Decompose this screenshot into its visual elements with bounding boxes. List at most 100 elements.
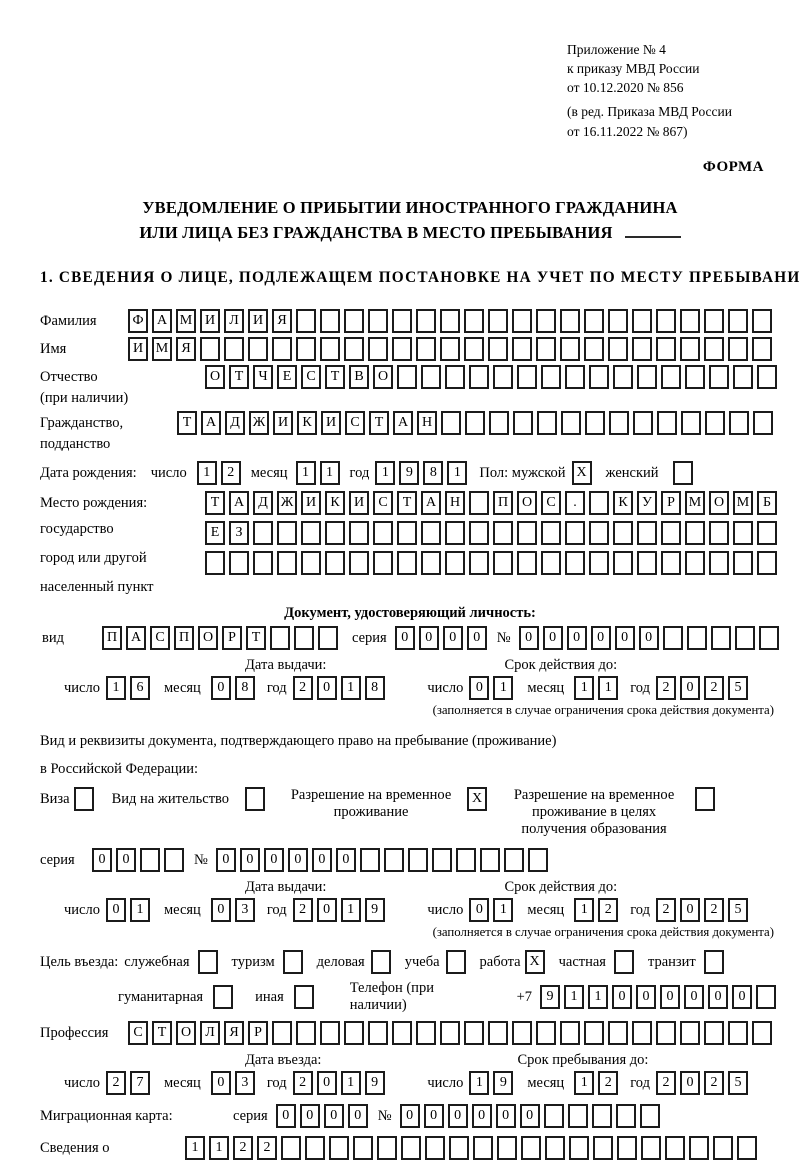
char-cell[interactable] [397, 365, 417, 390]
char-cell[interactable]: Ж [249, 411, 269, 436]
char-cell[interactable]: 0 [519, 1104, 540, 1129]
char-cell[interactable] [464, 309, 484, 334]
char-cell[interactable] [709, 521, 729, 546]
char-cell[interactable]: 0 [92, 848, 112, 873]
char-cell[interactable]: 1 [375, 461, 396, 486]
char-cell[interactable]: 0 [239, 848, 260, 873]
char-cell[interactable] [253, 521, 273, 546]
char-cell[interactable]: Д [253, 491, 273, 516]
char-cell[interactable] [561, 411, 581, 436]
char-cell[interactable] [656, 309, 676, 334]
char-cell[interactable]: А [229, 491, 249, 516]
char-cell[interactable]: 1 [493, 676, 514, 701]
char-cell[interactable] [565, 521, 585, 546]
char-cell[interactable]: Н [417, 411, 437, 436]
char-cell[interactable]: 0 [275, 1104, 296, 1129]
char-cell[interactable]: Я [176, 337, 196, 362]
char-cell[interactable]: С [541, 491, 561, 516]
char-cell[interactable]: М [176, 309, 196, 334]
char-cell[interactable] [421, 551, 441, 576]
char-cell[interactable] [517, 521, 537, 546]
char-cell[interactable] [517, 365, 537, 390]
char-cell[interactable] [728, 309, 748, 334]
char-cell[interactable]: 1 [340, 898, 361, 923]
char-cell[interactable]: С [345, 411, 365, 436]
char-cell[interactable] [73, 787, 94, 812]
char-cell[interactable] [320, 337, 340, 362]
char-cell[interactable]: А [421, 491, 441, 516]
char-cell[interactable]: 0 [399, 1104, 420, 1129]
char-cell[interactable] [584, 1021, 604, 1046]
char-cell[interactable] [657, 411, 677, 436]
char-cell[interactable]: X [524, 950, 545, 975]
char-cell[interactable]: 2 [656, 898, 676, 923]
char-cell[interactable]: 0 [105, 898, 126, 923]
char-cell[interactable] [752, 1021, 772, 1046]
char-cell[interactable] [281, 1136, 301, 1161]
char-cell[interactable] [703, 950, 724, 975]
char-cell[interactable] [752, 337, 772, 362]
char-cell[interactable]: 0 [680, 676, 700, 701]
char-cell[interactable]: 9 [493, 1071, 514, 1096]
char-cell[interactable] [633, 411, 653, 436]
char-cell[interactable] [613, 950, 634, 975]
char-cell[interactable]: 8 [364, 676, 385, 701]
char-cell[interactable] [661, 521, 681, 546]
char-cell[interactable]: 0 [447, 1104, 468, 1129]
char-cell[interactable] [661, 551, 681, 576]
char-cell[interactable]: 1 [295, 461, 316, 486]
char-cell[interactable]: 0 [518, 626, 539, 651]
char-cell[interactable]: 0 [423, 1104, 444, 1129]
char-cell[interactable]: 2 [233, 1136, 253, 1161]
char-cell[interactable] [512, 1021, 532, 1046]
char-cell[interactable] [560, 337, 580, 362]
char-cell[interactable] [479, 848, 500, 873]
char-cell[interactable] [567, 1104, 588, 1129]
char-cell[interactable]: 1 [598, 676, 619, 701]
char-cell[interactable] [272, 337, 292, 362]
char-cell[interactable]: И [200, 309, 220, 334]
char-cell[interactable] [710, 626, 731, 651]
char-cell[interactable] [589, 491, 609, 516]
char-cell[interactable] [497, 1136, 517, 1161]
char-cell[interactable]: О [709, 491, 729, 516]
char-cell[interactable]: 1 [574, 1071, 595, 1096]
char-cell[interactable] [464, 337, 484, 362]
char-cell[interactable]: 0 [323, 1104, 344, 1129]
char-cell[interactable]: У [637, 491, 657, 516]
char-cell[interactable]: 7 [129, 1071, 150, 1096]
char-cell[interactable]: X [467, 787, 488, 812]
char-cell[interactable] [686, 626, 707, 651]
char-cell[interactable] [493, 551, 513, 576]
char-cell[interactable]: Т [229, 365, 249, 390]
char-cell[interactable]: 0 [287, 848, 308, 873]
char-cell[interactable] [632, 337, 652, 362]
char-cell[interactable]: 0 [612, 985, 632, 1010]
char-cell[interactable]: Ч [253, 365, 273, 390]
char-cell[interactable]: И [349, 491, 369, 516]
char-cell[interactable] [756, 985, 776, 1010]
char-cell[interactable]: 1 [340, 1071, 361, 1096]
char-cell[interactable] [296, 337, 316, 362]
char-cell[interactable]: К [297, 411, 317, 436]
char-cell[interactable] [373, 521, 393, 546]
char-cell[interactable]: 0 [590, 626, 611, 651]
char-cell[interactable] [584, 309, 604, 334]
char-cell[interactable] [272, 1021, 292, 1046]
char-cell[interactable]: 8 [234, 676, 255, 701]
char-cell[interactable]: 2 [292, 1071, 313, 1096]
char-cell[interactable] [560, 309, 580, 334]
char-cell[interactable]: 0 [311, 848, 332, 873]
char-cell[interactable] [488, 337, 508, 362]
char-cell[interactable] [469, 521, 489, 546]
char-cell[interactable] [637, 551, 657, 576]
char-cell[interactable]: Р [222, 626, 242, 651]
char-cell[interactable]: И [248, 309, 268, 334]
char-cell[interactable] [248, 337, 268, 362]
char-cell[interactable]: 9 [364, 1071, 385, 1096]
char-cell[interactable] [377, 1136, 397, 1161]
char-cell[interactable] [536, 1021, 556, 1046]
char-cell[interactable] [513, 411, 533, 436]
char-cell[interactable]: 0 [708, 985, 728, 1010]
char-cell[interactable]: 0 [394, 626, 415, 651]
